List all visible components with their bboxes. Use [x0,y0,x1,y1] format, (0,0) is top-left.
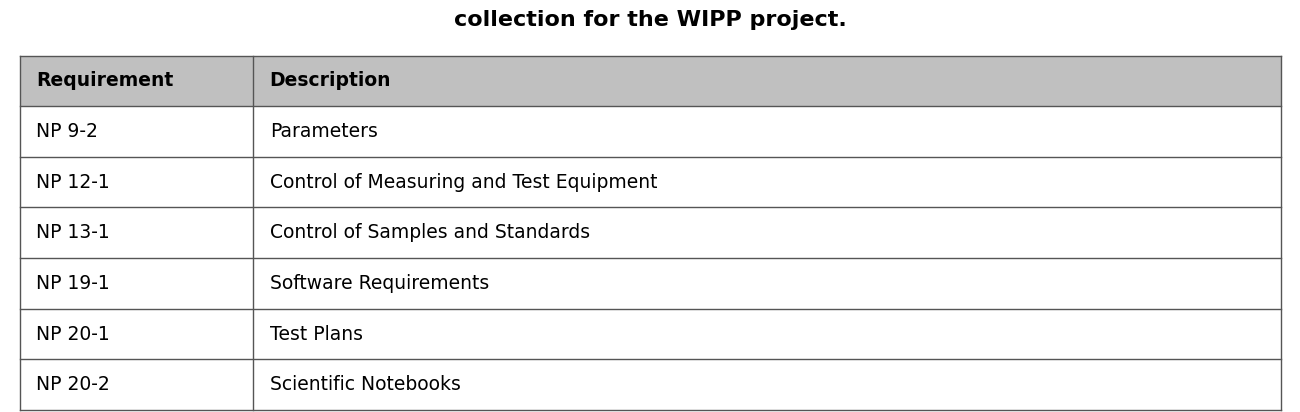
Text: collection for the WIPP project.: collection for the WIPP project. [454,10,846,30]
Text: Control of Samples and Standards: Control of Samples and Standards [269,223,590,242]
Text: NP 9-2: NP 9-2 [36,122,99,141]
Text: Description: Description [269,71,391,90]
Text: Software Requirements: Software Requirements [269,274,489,293]
Text: Test Plans: Test Plans [269,325,363,344]
Text: NP 12-1: NP 12-1 [36,173,110,192]
Text: NP 20-1: NP 20-1 [36,325,110,344]
Text: Control of Measuring and Test Equipment: Control of Measuring and Test Equipment [269,173,658,192]
Text: Parameters: Parameters [269,122,377,141]
Text: NP 13-1: NP 13-1 [36,223,110,242]
Text: Scientific Notebooks: Scientific Notebooks [269,375,460,394]
Text: Requirement: Requirement [36,71,174,90]
Text: NP 19-1: NP 19-1 [36,274,110,293]
Text: NP 20-2: NP 20-2 [36,375,110,394]
